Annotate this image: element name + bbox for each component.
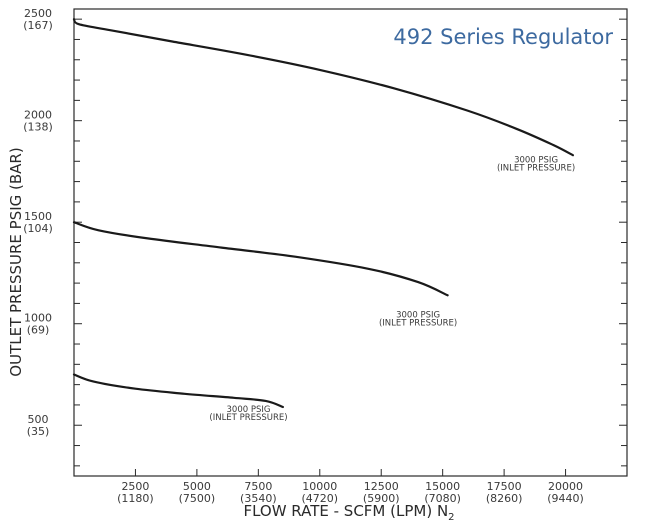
x-tick-sublabel: (9440) — [547, 492, 584, 505]
x-axis-title-subscript: 2 — [448, 512, 454, 522]
x-tick-label: 12500 — [364, 480, 399, 493]
y-tick-sublabel: (167) — [23, 19, 53, 32]
series-line-2 — [72, 221, 449, 297]
x-tick-label: 2500 — [121, 480, 149, 493]
x-tick-label: 10000 — [302, 480, 337, 493]
x-tick-sublabel: (7500) — [179, 492, 216, 505]
chart-title: 492 Series Regulator — [393, 25, 613, 49]
x-axis-title-main: FLOW RATE - SCFM (LPM) N — [243, 502, 448, 520]
series-annotation-line1: 3000 PSIG — [396, 311, 440, 321]
x-tick-sublabel: (4720) — [301, 492, 338, 505]
x-tick-label: 7500 — [244, 480, 272, 493]
x-tick-sublabel: (7080) — [424, 492, 461, 505]
y-tick-sublabel: (104) — [23, 222, 53, 235]
x-tick-sublabel: (5900) — [363, 492, 400, 505]
series-annotation-line2: (INLET PRESSURE) — [379, 319, 457, 329]
x-tick-sublabel: (1180) — [117, 492, 154, 505]
series-annotation-line2: (INLET PRESSURE) — [209, 413, 287, 423]
series-annotation-line1: 3000 PSIG — [514, 155, 558, 165]
series-line-1 — [72, 18, 574, 157]
x-tick-label: 20000 — [548, 480, 583, 493]
x-tick-sublabel: (3540) — [240, 492, 277, 505]
y-tick-label: 2500 — [24, 7, 52, 20]
y-tick-label: 1500 — [24, 210, 52, 223]
y-tick-sublabel: (35) — [27, 425, 50, 438]
x-tick-label: 15000 — [425, 480, 460, 493]
x-tick-label: 5000 — [183, 480, 211, 493]
x-axis-title: FLOW RATE - SCFM (LPM) N2 — [243, 502, 454, 522]
y-axis-title: OUTLET PRESSURE PSIG (BAR) — [7, 147, 25, 376]
y-tick-label: 1000 — [24, 312, 52, 325]
y-tick-sublabel: (69) — [27, 324, 50, 337]
x-tick-label: 17500 — [487, 480, 522, 493]
series-annotation-line2: (INLET PRESSURE) — [497, 163, 575, 173]
y-tick-label: 500 — [28, 413, 49, 426]
series-line-3 — [72, 373, 284, 409]
x-tick-sublabel: (8260) — [486, 492, 523, 505]
y-tick-label: 2000 — [24, 109, 52, 122]
series-annotation-line1: 3000 PSIG — [227, 405, 271, 415]
plot-frame — [73, 8, 628, 477]
y-tick-sublabel: (138) — [23, 121, 53, 134]
